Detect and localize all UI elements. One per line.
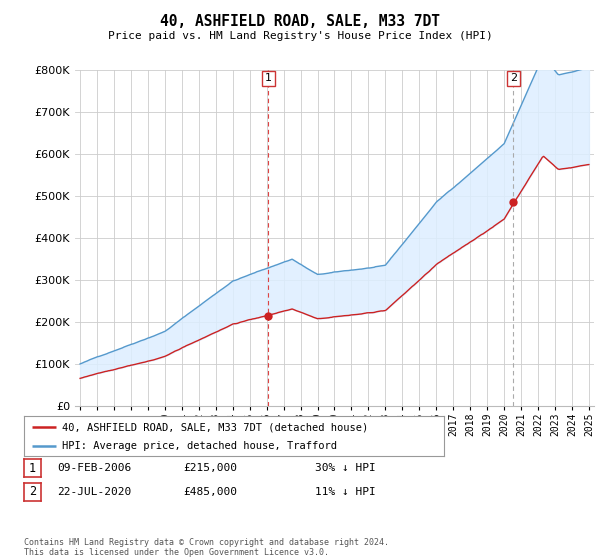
Text: 30% ↓ HPI: 30% ↓ HPI	[315, 463, 376, 473]
Text: 2: 2	[29, 485, 36, 498]
Text: 1: 1	[29, 461, 36, 475]
Text: Price paid vs. HM Land Registry's House Price Index (HPI): Price paid vs. HM Land Registry's House …	[107, 31, 493, 41]
Text: 40, ASHFIELD ROAD, SALE, M33 7DT: 40, ASHFIELD ROAD, SALE, M33 7DT	[160, 14, 440, 29]
Text: 09-FEB-2006: 09-FEB-2006	[57, 463, 131, 473]
Text: Contains HM Land Registry data © Crown copyright and database right 2024.
This d: Contains HM Land Registry data © Crown c…	[24, 538, 389, 557]
Text: 22-JUL-2020: 22-JUL-2020	[57, 487, 131, 497]
Text: £485,000: £485,000	[183, 487, 237, 497]
Text: 1: 1	[265, 73, 272, 83]
Text: 2: 2	[510, 73, 517, 83]
Text: 40, ASHFIELD ROAD, SALE, M33 7DT (detached house): 40, ASHFIELD ROAD, SALE, M33 7DT (detach…	[62, 422, 368, 432]
Text: £215,000: £215,000	[183, 463, 237, 473]
Text: 11% ↓ HPI: 11% ↓ HPI	[315, 487, 376, 497]
Text: HPI: Average price, detached house, Trafford: HPI: Average price, detached house, Traf…	[62, 441, 337, 451]
